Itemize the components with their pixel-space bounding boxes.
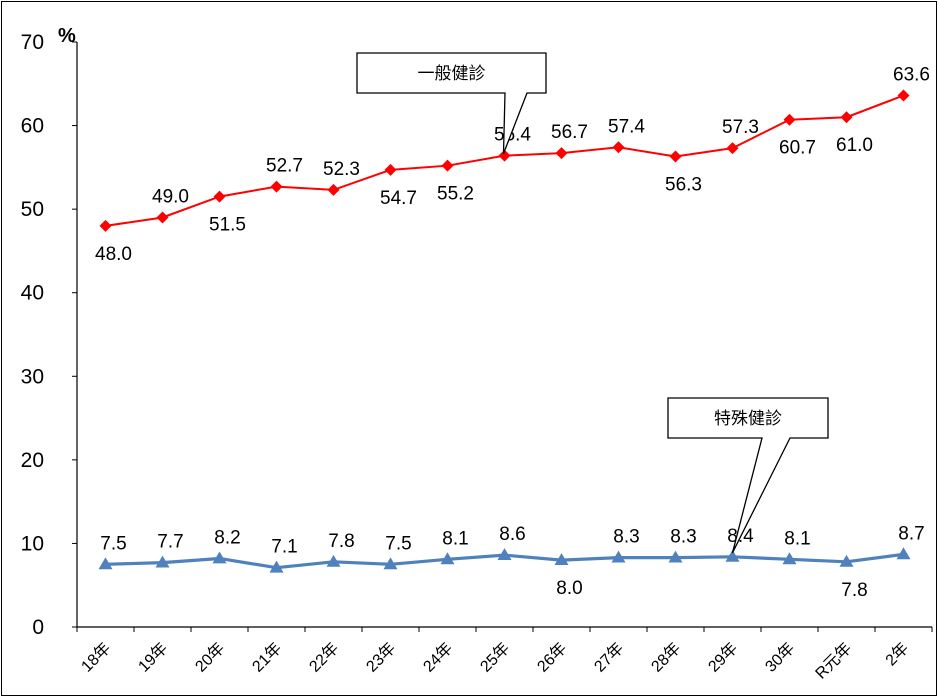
series-layer [98,89,911,573]
callout-label: 一般健診 [418,64,486,83]
data-label: 7.8 [328,531,354,552]
data-label: 7.5 [100,533,126,554]
data-point [897,89,910,102]
data-point [840,111,853,124]
data-point [783,113,796,126]
data-point [441,159,454,172]
callout-label: 特殊健診 [714,409,782,428]
y-tick-label: 40 [21,282,44,305]
data-point [612,141,625,154]
x-tick-label: 23年 [363,639,400,676]
data-label: 55.2 [437,184,474,205]
data-point [668,550,683,563]
data-point [383,557,398,570]
data-label: 7.7 [157,532,183,553]
data-point [327,183,340,196]
data-label: 8.3 [613,527,639,548]
x-tick-label: 27年 [591,639,628,676]
data-label: 56.7 [551,122,588,143]
data-point [99,219,112,232]
x-tick-label: 26年 [534,639,571,676]
data-label: 63.6 [893,64,930,85]
data-label: 51.5 [209,215,246,236]
x-tick-label: 29年 [705,639,742,676]
data-point [782,552,797,565]
data-point [384,163,397,176]
data-label: 8.1 [784,528,810,549]
data-point [440,552,455,565]
data-label: 52.7 [266,156,303,177]
x-tick-label: 2年 [882,639,912,669]
data-label: 8.1 [442,528,468,549]
data-label: 7.5 [385,533,411,554]
data-point [98,557,113,570]
data-point [326,554,341,567]
data-point [497,548,512,561]
data-label: 56.3 [665,174,702,195]
data-label: 7.1 [271,537,297,558]
data-label: 8.6 [499,524,525,545]
data-label: 8.7 [898,523,924,544]
y-tick-label: 60 [21,115,44,138]
data-point [611,550,626,563]
data-point [270,180,283,193]
data-label: 54.7 [380,188,417,209]
callout-box [356,52,547,154]
data-label: 61.0 [836,135,873,156]
data-point [555,147,568,160]
x-tick-label: 25年 [477,639,514,676]
data-label: 8.3 [670,527,696,548]
data-label: 57.3 [722,117,759,138]
data-label: 52.3 [323,159,360,180]
data-point [498,149,511,162]
y-tick-label: 70 [21,31,44,54]
data-label: 8.0 [556,578,582,599]
y-tick-label: 50 [21,198,44,221]
data-point [155,555,170,568]
data-label: 60.7 [779,138,816,159]
data-label: 57.4 [608,116,645,137]
y-tick-label: 20 [21,449,44,472]
axes: 0 10 20 30 40 50 60 70 18年 19年 20年 21年 22年 23年 24年 25年 2… [21,31,933,683]
data-point [212,551,227,564]
data-point [554,553,569,566]
data-point [669,150,682,163]
y-tick-label: 0 [32,616,44,639]
x-tick-label: 28年 [648,639,685,676]
data-labels: 48.049.051.552.7 52.354.7 55.256.4 56.7 57.4… [95,64,930,600]
data-label: 49.0 [152,187,189,208]
data-point [725,549,740,562]
x-tick-label: 19年 [135,639,172,676]
x-tick-label: 18年 [78,639,115,676]
data-point [213,190,226,203]
data-label: 7.8 [841,580,867,601]
y-unit-label: % [58,25,76,47]
data-label: 48.0 [95,244,132,265]
x-tick-label: 20年 [192,639,229,676]
x-tick-label: R元年 [812,639,856,683]
callout-box [667,397,829,554]
x-tick-label: 22年 [306,639,343,676]
y-tick-label: 10 [21,532,44,555]
data-point [726,142,739,155]
data-point [896,547,911,560]
x-tick-label: 30年 [762,639,799,676]
data-point [156,211,169,224]
y-tick-label: 30 [21,365,44,388]
data-label: 8.2 [214,527,240,548]
data-point [269,560,284,573]
x-tick-label: 24年 [420,639,457,676]
data-point [839,554,854,567]
x-tick-label: 21年 [249,639,286,676]
